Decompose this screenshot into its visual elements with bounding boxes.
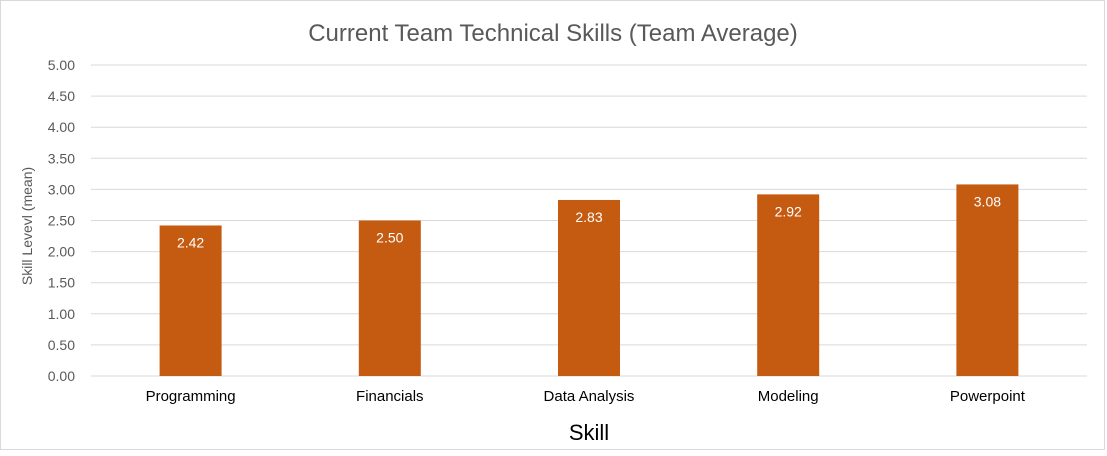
bars: 2.42 2.50 2.83 2.92 3.08 bbox=[159, 184, 1019, 376]
y-tick-label: 3.50 bbox=[48, 150, 75, 166]
x-axis-title: Skill bbox=[569, 420, 609, 445]
bar-value-label: 2.50 bbox=[376, 230, 403, 246]
y-tick-label: 2.00 bbox=[48, 244, 75, 260]
y-tick-label: 1.00 bbox=[48, 306, 75, 322]
bar bbox=[558, 199, 620, 376]
bar-value-label: 2.42 bbox=[177, 234, 204, 250]
bar bbox=[358, 220, 421, 376]
y-tick-label: 5.00 bbox=[48, 57, 75, 73]
y-axis-title: Skill Levevl (mean) bbox=[19, 167, 35, 285]
y-tick-label: 0.00 bbox=[48, 368, 75, 384]
x-tick-label: Financials bbox=[356, 388, 424, 405]
y-axis-ticks: 0.00 0.50 1.00 1.50 2.00 2.50 3.00 3.50 4.00 4.50… bbox=[48, 57, 75, 384]
y-tick-label: 1.50 bbox=[48, 275, 75, 291]
y-tick-label: 0.50 bbox=[48, 337, 75, 353]
bar bbox=[956, 184, 1019, 376]
bar-value-label: 3.08 bbox=[974, 193, 1001, 209]
x-tick-label: Data Analysis bbox=[544, 388, 635, 405]
x-tick-label: Programming bbox=[146, 388, 236, 405]
bar-value-label: 2.92 bbox=[775, 203, 802, 219]
bar bbox=[757, 194, 820, 376]
chart-title: Current Team Technical Skills (Team Aver… bbox=[308, 20, 798, 47]
x-tick-label: Powerpoint bbox=[950, 388, 1026, 405]
x-axis-ticks: Programming Financials Data Analysis Modeli… bbox=[146, 388, 1026, 405]
y-tick-label: 4.00 bbox=[48, 119, 75, 135]
bar bbox=[159, 225, 222, 376]
bar-value-label: 2.83 bbox=[575, 209, 602, 225]
y-tick-label: 4.50 bbox=[48, 88, 75, 104]
y-tick-label: 3.00 bbox=[48, 181, 75, 197]
x-tick-label: Modeling bbox=[758, 388, 819, 405]
y-tick-label: 2.50 bbox=[48, 213, 75, 229]
